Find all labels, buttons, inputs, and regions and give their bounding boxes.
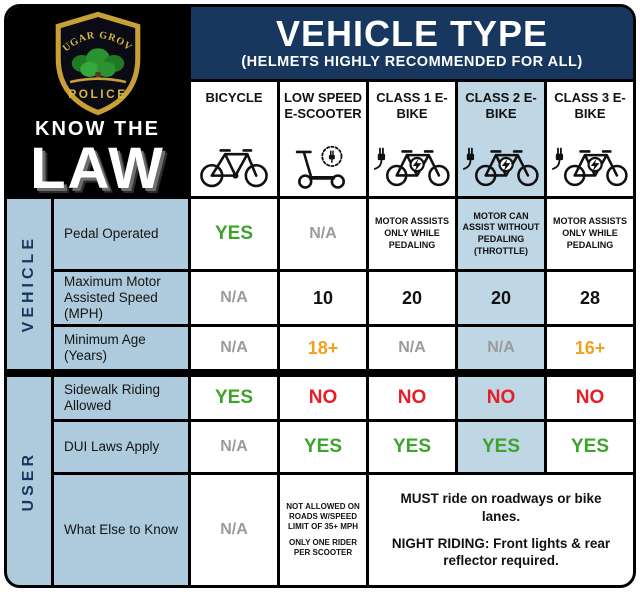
column-label: CLASS 3 E-BIKE (554, 90, 626, 121)
ebike-icon (374, 147, 450, 187)
section-label-vehicle: VEHICLE (7, 199, 51, 369)
helmets-subtitle: (HELMETS HIGHLY RECOMMENDED FOR ALL) (241, 54, 583, 70)
value-cell: N/A (191, 422, 277, 472)
column-label: CLASS 1 E-BIKE (376, 90, 448, 121)
value-cell: YES (547, 422, 633, 472)
row-label-minimum-age: Minimum Age (Years) (54, 327, 188, 369)
police-badge: SUGAR GROVE POLICE (47, 11, 140, 116)
tagline-know-the: KNOW THE (35, 117, 160, 140)
note-line: ONLY ONE RIDER PER SCOOTER (288, 538, 357, 557)
row-label-max-speed: Maximum Motor Assisted Speed (MPH) (54, 272, 188, 324)
column-header-bicycle: BICYCLE (191, 82, 277, 196)
value-cell: NO (369, 377, 455, 419)
row-label-pedal-operated: Pedal Operated (54, 199, 188, 269)
column-header-class3-ebike: CLASS 3 E-BIKE (547, 82, 633, 196)
column-header-class1-ebike: CLASS 1 E-BIKE (369, 82, 455, 196)
escooter-notes-cell: NOT ALLOWED ON ROADS W/SPEED LIMIT OF 35… (280, 475, 366, 585)
value-cell: N/A (191, 272, 277, 324)
value-cell: NO (458, 377, 544, 419)
plug-glyph (328, 150, 335, 164)
section-label-user: USER (7, 377, 51, 585)
police-logo-block: SUGAR GROVE POLICE KNOW THE LAW (7, 7, 188, 201)
plug-glyph (552, 147, 564, 170)
value-cell: 28 (547, 272, 633, 324)
column-label: LOW SPEED E-SCOOTER (283, 90, 362, 121)
value-cell: N/A (369, 327, 455, 369)
value-cell: 16+ (547, 327, 633, 369)
value-cell: MOTOR ASSISTS ONLY WHILE PEDALING (547, 199, 633, 269)
value-cell: MOTOR ASSISTS ONLY WHILE PEDALING (369, 199, 455, 269)
value-cell: N/A (191, 327, 277, 369)
value-cell: YES (191, 377, 277, 419)
ebike-icon (552, 147, 628, 187)
bicycle-icon (200, 149, 268, 188)
value-cell: 10 (280, 272, 366, 324)
plug-glyph (463, 147, 475, 170)
vehicle-law-table: SUGAR GROVE POLICE KNOW THE LAW VEHICLE … (7, 7, 633, 585)
note-line: NOT ALLOWED ON ROADS W/SPEED LIMIT OF 35… (286, 502, 360, 531)
column-label: BICYCLE (205, 90, 263, 105)
column-header-class2-ebike: CLASS 2 E-BIKE (458, 82, 544, 196)
value-cell: NO (547, 377, 633, 419)
value-cell: YES (280, 422, 366, 472)
page-title: VEHICLE TYPE (275, 13, 549, 54)
section-divider (7, 372, 633, 374)
value-cell: MOTOR CAN ASSIST WITHOUT PEDALING (THROT… (458, 199, 544, 269)
badge-trees-art (69, 48, 126, 84)
plug-glyph (374, 147, 386, 170)
infographic-frame: SUGAR GROVE POLICE KNOW THE LAW VEHICLE … (4, 4, 636, 588)
tagline-law: LAW (30, 135, 165, 201)
value-cell: 18+ (280, 327, 366, 369)
rule-line: MUST ride on roadways or bike lanes. (400, 491, 602, 524)
ebike-rules-merged-cell: MUST ride on roadways or bike lanes. NIG… (369, 475, 633, 585)
escooter-icon (295, 145, 346, 189)
row-label-what-else: What Else to Know (54, 475, 188, 585)
value-cell: N/A (458, 327, 544, 369)
badge-police-text: POLICE (68, 87, 127, 101)
value-cell: N/A (280, 199, 366, 269)
value-cell: YES (191, 199, 277, 269)
value-cell: N/A (191, 475, 277, 585)
row-label-sidewalk-riding: Sidewalk Riding Allowed (54, 377, 188, 419)
row-label-dui-laws: DUI Laws Apply (54, 422, 188, 472)
value-cell: 20 (369, 272, 455, 324)
column-header-escooter: LOW SPEED E-SCOOTER (280, 82, 366, 196)
value-cell: NO (280, 377, 366, 419)
vehicle-type-header: VEHICLE TYPE (HELMETS HIGHLY RECOMMENDED… (191, 7, 633, 79)
value-cell: 20 (458, 272, 544, 324)
rule-line: NIGHT RIDING: Front lights & rear reflec… (391, 535, 611, 569)
value-cell: YES (458, 422, 544, 472)
column-label: CLASS 2 E-BIKE (465, 90, 537, 121)
ebike-icon (463, 147, 539, 187)
value-cell: YES (369, 422, 455, 472)
